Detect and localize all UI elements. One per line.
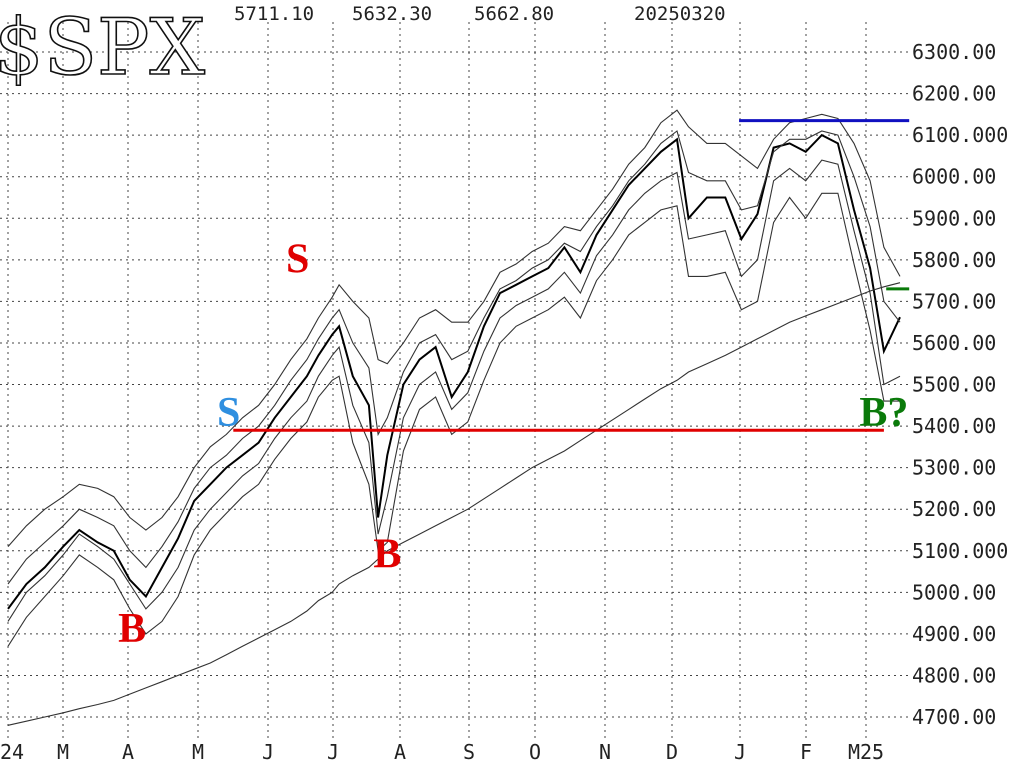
y-tick-label: 5000.00 — [912, 580, 996, 604]
header-date: 20250320 — [634, 3, 726, 25]
x-tick-label: F — [800, 740, 812, 761]
y-tick-label: 5900.00 — [912, 206, 996, 230]
chart-title: $SPX — [0, 3, 206, 93]
signal-label: B? — [859, 390, 908, 436]
x-tick-label: A — [122, 740, 134, 761]
y-tick-label: 6000.00 — [912, 165, 996, 189]
signal-annotations: S S B B B? — [118, 236, 908, 652]
x-tick-labels: 24 M A M J J A S O N D J F M25 — [0, 740, 884, 761]
x-tick-label: N — [599, 740, 611, 761]
y-tick-label: 5200.00 — [912, 497, 996, 521]
band-outer-upper — [7, 109, 901, 547]
x-tick-label: D — [666, 740, 678, 761]
horizontal-lines — [233, 119, 910, 432]
header-close: 5662.80 — [474, 3, 554, 25]
x-tick-label: M — [192, 740, 204, 761]
moving-average-line — [7, 282, 901, 726]
y-tick-label: 6200.00 — [912, 82, 996, 106]
y-tick-label: 6300.00 — [912, 40, 996, 64]
band-inner-upper — [7, 130, 901, 585]
x-tick-label: O — [529, 740, 541, 761]
y-tick-label: 5600.00 — [912, 331, 996, 355]
y-tick-label: 5300.00 — [912, 456, 996, 480]
y-tick-label: 5800.00 — [912, 248, 996, 272]
x-tick-label: S — [463, 740, 475, 761]
signal-label: S — [217, 390, 240, 436]
y-tick-label: 4900.00 — [912, 622, 996, 646]
signal-label: B — [118, 606, 146, 652]
signal-label: B — [373, 531, 401, 577]
y-tick-label: 5400.00 — [912, 414, 996, 438]
band-outer-lower — [7, 192, 900, 647]
y-tick-label: 5100.000 — [912, 539, 1008, 563]
x-tick-label: J — [327, 740, 339, 761]
price-line — [7, 133, 901, 610]
header-low: 5632.30 — [352, 3, 432, 25]
y-tick-label: 5500.00 — [912, 373, 996, 397]
signal-label: S — [286, 236, 309, 282]
x-tick-label: 24 — [0, 740, 24, 761]
band-inner-lower — [7, 159, 901, 622]
header-high: 5711.10 — [234, 3, 314, 25]
x-tick-label: M — [57, 740, 69, 761]
y-tick-label: 6100.000 — [912, 123, 1008, 147]
y-tick-label: 4700.00 — [912, 705, 996, 729]
x-tick-label: A — [394, 740, 406, 761]
y-tick-label: 5700.00 — [912, 289, 996, 313]
y-tick-label: 4800.00 — [912, 663, 996, 687]
x-tick-label: J — [262, 740, 274, 761]
price-bands — [7, 109, 901, 726]
x-tick-label: J — [734, 740, 746, 761]
x-tick-label: M25 — [848, 740, 884, 761]
y-tick-labels: 6300.00 6200.00 6100.000 6000.00 5900.00 5800… — [912, 40, 1008, 729]
